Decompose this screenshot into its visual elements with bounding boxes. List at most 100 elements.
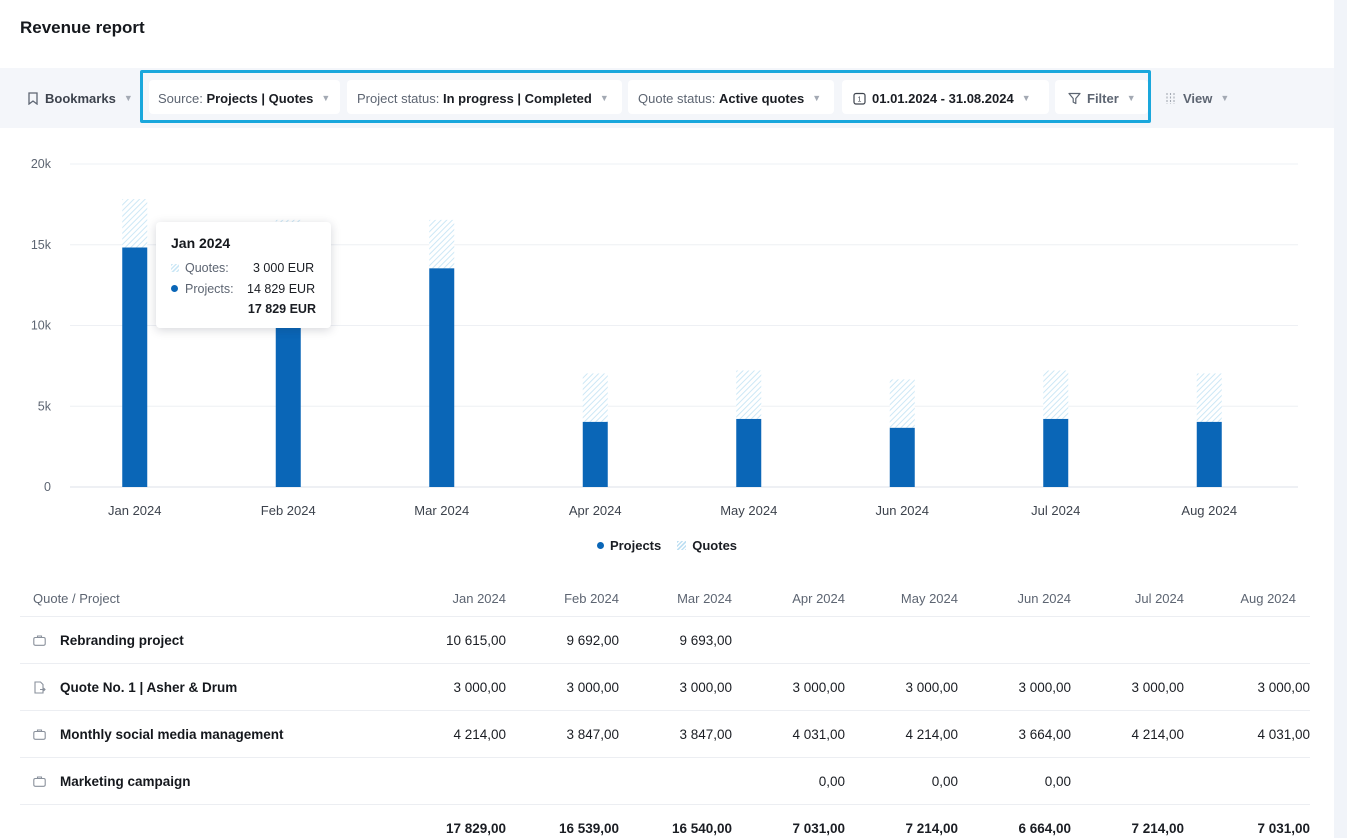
dot-swatch-icon <box>171 285 178 292</box>
y-tick-label: 0 <box>44 480 51 494</box>
briefcase-icon <box>33 634 46 646</box>
svg-text:1: 1 <box>858 96 862 103</box>
project-status-dropdown[interactable]: Project status: In progress | Completed … <box>357 68 609 128</box>
view-label: View <box>1183 90 1213 106</box>
row-name: Rebranding project <box>60 632 184 648</box>
page-title: Revenue report <box>20 18 145 37</box>
filter-button[interactable]: Filter ▼ <box>1068 68 1136 128</box>
x-tick-label: Jun 2024 <box>876 503 930 518</box>
x-tick-label: Jan 2024 <box>108 503 162 518</box>
source-value: Projects | Quotes <box>206 90 314 106</box>
row-name-cell: Monthly social media management <box>33 711 284 757</box>
table-cell: 3 000,00 <box>1018 679 1071 695</box>
bar-quotes <box>122 199 148 248</box>
x-tick-label: May 2024 <box>720 503 777 518</box>
total-cell: 17 829,00 <box>445 820 506 836</box>
quote-status-prefix: Quote status: <box>638 90 716 106</box>
table-row[interactable]: Quote No. 1 | Asher & Drum 3 000,00 3 00… <box>20 663 1310 710</box>
x-tick-label: Jul 2024 <box>1031 503 1080 518</box>
column-header-month: Jul 2024 <box>1134 590 1184 606</box>
table-cell: 3 000,00 <box>1257 679 1310 695</box>
total-cell: 16 540,00 <box>671 820 732 836</box>
column-header-month: Apr 2024 <box>792 590 845 606</box>
bar-quotes <box>736 370 762 419</box>
legend-quotes-label: Quotes <box>692 538 738 553</box>
table-cell: 4 214,00 <box>453 726 506 742</box>
tooltip-title: Jan 2024 <box>171 235 231 251</box>
total-cell: 16 539,00 <box>558 820 619 836</box>
tooltip-projects-row: Projects: 14 829 EUR <box>171 278 316 299</box>
bar-projects <box>429 268 455 487</box>
tooltip-quotes-row: Quotes: 3 000 EUR <box>171 257 316 278</box>
y-tick-label: 10k <box>31 319 52 333</box>
column-header-month: Feb 2024 <box>564 590 619 606</box>
table-cell: 0,00 <box>931 773 958 789</box>
total-cell: 7 214,00 <box>905 820 958 836</box>
table-totals-row: 17 829,00 16 539,00 16 540,00 7 031,00 7… <box>20 804 1310 838</box>
legend-item-projects[interactable]: Projects <box>596 538 661 553</box>
tooltip-projects-value: 14 829 EUR <box>247 281 316 296</box>
date-range-picker[interactable]: 1 01.01.2024 - 31.08.2024 ▼ <box>853 68 1031 128</box>
bar-quotes <box>1196 373 1222 422</box>
project-status-prefix: Project status: <box>357 90 440 106</box>
row-name-cell: Marketing campaign <box>33 758 191 804</box>
y-tick-label: 5k <box>38 399 52 413</box>
chevron-down-icon: ▼ <box>321 93 331 103</box>
row-name: Monthly social media management <box>60 726 284 742</box>
table-row[interactable]: Monthly social media management 4 214,00… <box>20 710 1310 757</box>
table-row[interactable]: Rebranding project 10 615,00 9 692,00 9 … <box>20 616 1310 663</box>
table-cell: 0,00 <box>818 773 845 789</box>
table-cell: 4 031,00 <box>792 726 845 742</box>
x-tick-label: Aug 2024 <box>1181 503 1237 518</box>
view-button[interactable]: View ▼ <box>1164 68 1229 128</box>
funnel-icon <box>1068 92 1081 105</box>
table-cell: 3 000,00 <box>453 679 506 695</box>
table-row[interactable]: Marketing campaign 0,00 0,00 0,00 <box>20 757 1310 804</box>
row-name-cell: Rebranding project <box>33 617 184 663</box>
source-prefix: Source: <box>158 90 203 106</box>
bar-projects <box>582 421 608 487</box>
x-tick-label: Apr 2024 <box>569 503 622 518</box>
bookmarks-button[interactable]: Bookmarks ▼ <box>27 68 133 128</box>
chevron-down-icon: ▼ <box>123 93 133 103</box>
filter-pill-bg <box>1055 80 1148 114</box>
table-cell: 9 692,00 <box>566 632 619 648</box>
project-status-value: In progress | Completed <box>443 90 592 106</box>
document-arrow-icon <box>33 680 46 694</box>
row-name: Quote No. 1 | Asher & Drum <box>60 679 238 695</box>
bar-quotes <box>1043 370 1069 419</box>
hatch-swatch-icon <box>171 263 179 272</box>
hatch-swatch-icon <box>677 541 687 550</box>
project-status-pill-bg <box>347 80 622 114</box>
total-cell: 7 214,00 <box>1131 820 1184 836</box>
date-range-value: 01.01.2024 - 31.08.2024 <box>872 90 1014 106</box>
table-cell: 3 000,00 <box>566 679 619 695</box>
legend-item-quotes[interactable]: Quotes <box>677 538 737 553</box>
table-cell: 10 615,00 <box>445 632 506 648</box>
table-cell: 3 000,00 <box>679 679 732 695</box>
quote-status-dropdown[interactable]: Quote status: Active quotes ▼ <box>638 68 821 128</box>
bar-projects <box>889 427 915 487</box>
table-cell: 9 693,00 <box>679 632 732 648</box>
filter-label: Filter <box>1087 90 1119 106</box>
dot-swatch-icon <box>596 542 604 549</box>
chart-tooltip: Jan 2024 Quotes: 3 000 EUR Projects: 14 … <box>156 222 331 328</box>
briefcase-icon <box>33 728 46 740</box>
source-dropdown[interactable]: Source: Projects | Quotes ▼ <box>158 68 330 128</box>
chevron-down-icon: ▼ <box>812 93 822 103</box>
x-tick-label: Mar 2024 <box>414 503 469 518</box>
revenue-table: Quote / Project Jan 2024 Feb 2024 Mar 20… <box>20 580 1310 838</box>
sliders-icon <box>1164 92 1177 105</box>
table-cell: 4 214,00 <box>905 726 958 742</box>
bookmarks-label: Bookmarks <box>45 90 116 106</box>
column-header-month: May 2024 <box>900 590 958 606</box>
total-cell: 6 664,00 <box>1018 820 1071 836</box>
tooltip-quotes-label: Quotes: <box>185 260 229 275</box>
table-header-row: Quote / Project Jan 2024 Feb 2024 Mar 20… <box>20 580 1310 616</box>
tooltip-projects-label: Projects: <box>185 281 234 296</box>
bar-projects <box>1043 418 1069 487</box>
column-header-month: Jun 2024 <box>1017 590 1072 606</box>
scrollbar-track[interactable] <box>1334 0 1347 838</box>
calendar-icon: 1 <box>853 92 866 105</box>
bar-projects <box>736 418 762 487</box>
